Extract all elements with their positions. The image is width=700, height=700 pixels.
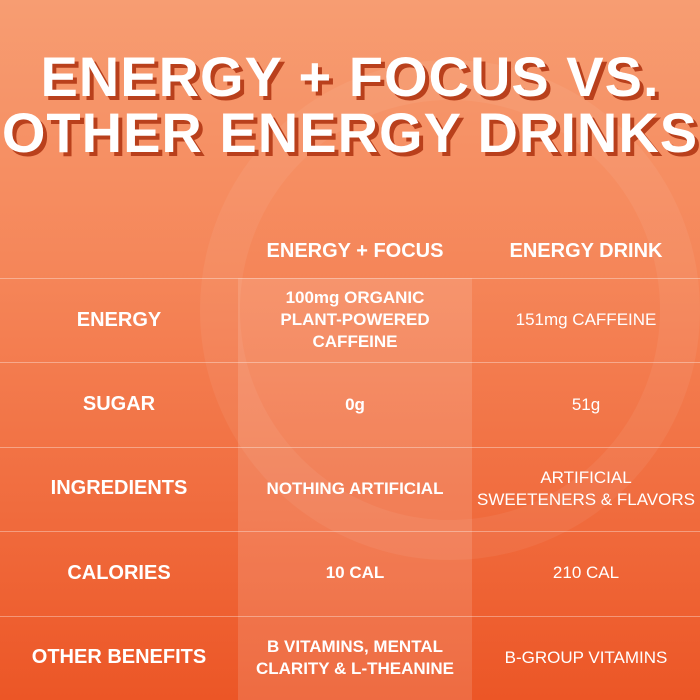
column-header: ENERGY + FOCUS [266, 240, 444, 262]
cell-text-line: 51g [571, 394, 601, 414]
row-divider [0, 446, 700, 448]
column-highlight [238, 278, 472, 700]
cell-text-line: CAFFEINE [312, 332, 398, 352]
cell-text-line: CLARITY & L-THEANINE [255, 658, 454, 678]
row-divider [0, 278, 700, 279]
cell-text-line: 0g [345, 394, 365, 414]
row-divider [0, 362, 700, 364]
table-cell: B VITAMINS, MENTAL CLARITY & L-THEANINE [238, 616, 472, 700]
table-cell: 10 CAL [238, 531, 472, 615]
table-cell: 51g [472, 362, 700, 446]
table-cell: 151mg CAFFEINE [472, 278, 700, 362]
column-header: ENERGY DRINK [509, 240, 663, 262]
row-label: INGREDIENTS [50, 477, 188, 500]
table-cell: 100mg ORGANIC PLANT-POWERED CAFFEINE [238, 278, 472, 362]
title-line: OTHER ENERGY DRINKS [1, 101, 699, 164]
table-cell: ARTIFICIAL SWEETENERS & FLAVORS [472, 447, 700, 531]
title-line: ENERGY + FOCUS VS. [40, 45, 660, 108]
cell-text-line: NOTHING ARTIFICIAL [266, 478, 444, 498]
cell-text-line: B VITAMINS, MENTAL [267, 636, 443, 656]
cell-text-line: 10 CAL [325, 563, 385, 583]
row-label: CALORIES [67, 561, 171, 584]
table-cell: B-GROUP VITAMINS [472, 616, 700, 700]
row-label: ENERGY [76, 308, 162, 331]
cell-text-line: PLANT-POWERED [280, 310, 430, 330]
row-divider [0, 531, 700, 533]
cell-text-line: 100mg ORGANIC [285, 288, 425, 308]
table-cell: NOTHING ARTIFICIAL [238, 447, 472, 531]
table-cell: 210 CAL [472, 531, 700, 615]
cell-text-line: 151mg CAFFEINE [515, 310, 657, 330]
cell-text-line: B-GROUP VITAMINS [504, 647, 668, 667]
cell-text-line: ARTIFICIAL [540, 467, 632, 487]
cell-text-line: 210 CAL [552, 563, 620, 583]
row-divider [0, 615, 700, 617]
cell-text-line: SWEETENERS & FLAVORS [477, 489, 695, 509]
row-label: OTHER BENEFITS [31, 646, 207, 669]
table-cell: 0g [238, 362, 472, 446]
row-label: SUGAR [82, 393, 156, 416]
